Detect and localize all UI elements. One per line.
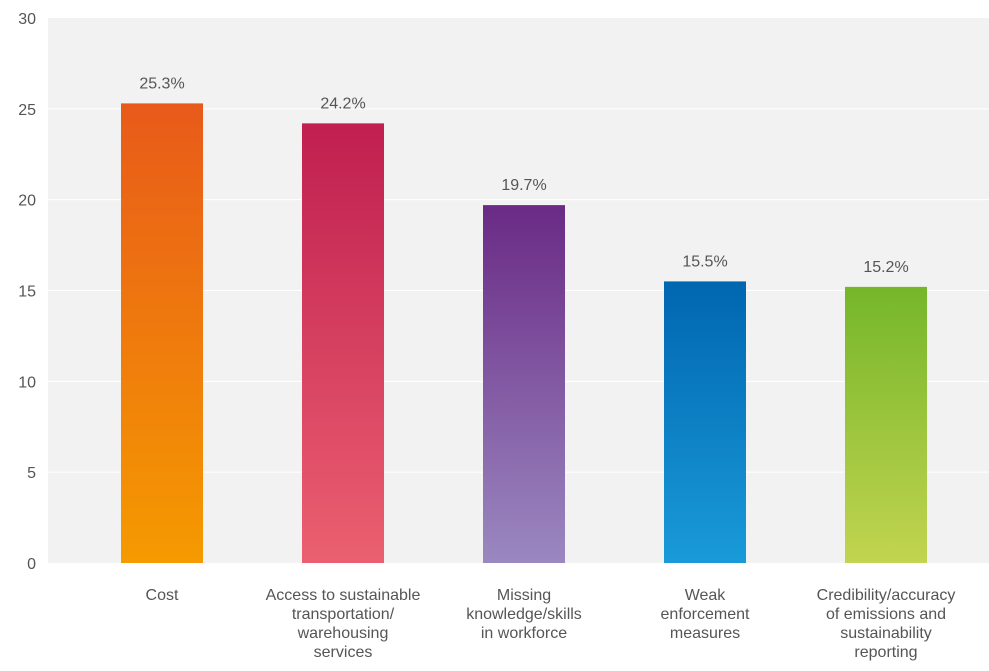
data-label: 15.2% — [863, 259, 908, 276]
y-tick-label: 20 — [18, 193, 36, 210]
category-label: Weak enforcement measures — [661, 587, 750, 642]
data-label: 19.7% — [501, 177, 546, 194]
y-tick-label: 5 — [27, 465, 36, 482]
y-tick-label: 15 — [18, 284, 36, 301]
category-label: Credibility/accuracy of emissions and sust… — [817, 587, 956, 661]
bar — [302, 123, 384, 563]
data-label: 25.3% — [139, 75, 184, 92]
category-label: Cost — [146, 587, 179, 604]
bar — [121, 103, 203, 563]
data-label: 24.2% — [320, 95, 365, 112]
bar — [845, 286, 927, 563]
category-labels: Cost Access to sustainable transportation/… — [146, 587, 956, 661]
y-tick-label: 30 — [18, 11, 36, 28]
bar — [483, 205, 565, 563]
y-tick-label: 25 — [18, 102, 36, 119]
data-label: 15.5% — [682, 253, 727, 270]
category-label: Access to sustainable transportation/ware… — [266, 587, 421, 661]
y-tick-label: 0 — [27, 556, 36, 573]
y-axis-ticks: 0 5 10 15 20 25 30 — [18, 11, 36, 573]
data-labels: 25.3% 24.2% 19.7% 15.5% 15.2% — [139, 75, 908, 275]
bar — [664, 281, 746, 563]
y-tick-label: 10 — [18, 374, 36, 391]
category-label: Missing knowledge/skills in workforce — [466, 587, 582, 642]
bars — [121, 103, 927, 563]
